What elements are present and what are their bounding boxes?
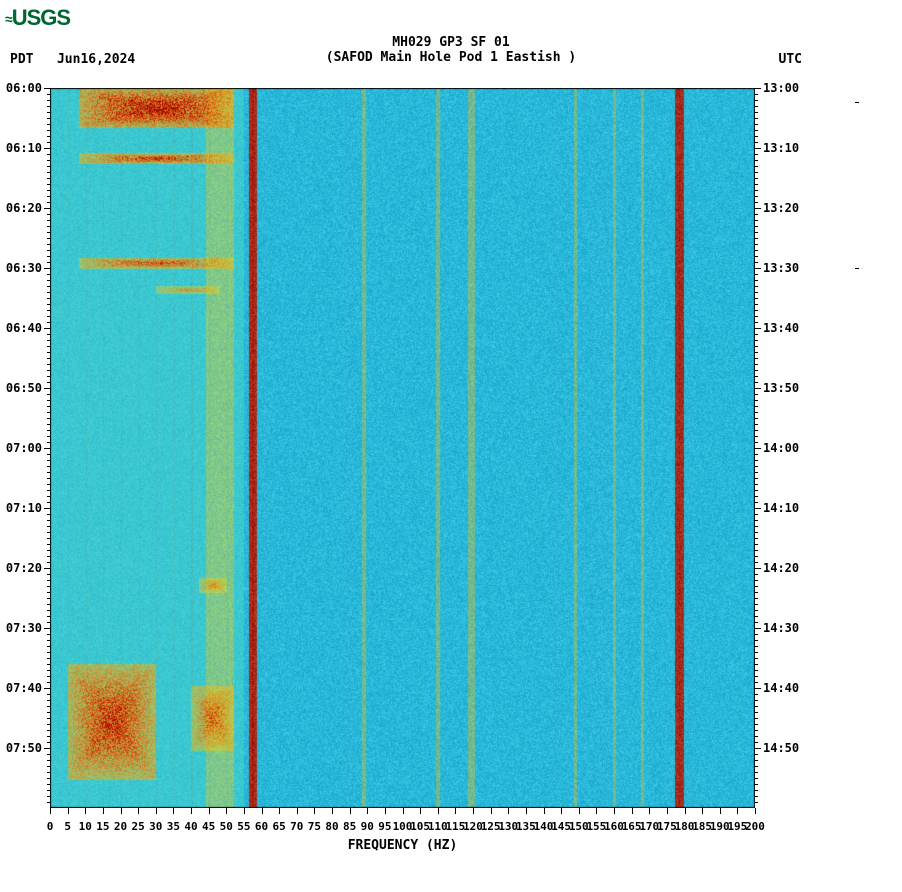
y-right-tick-label: 14:30 — [763, 621, 799, 635]
date-label: Jun16,2024 — [57, 52, 135, 67]
y-left-tick-label: 07:50 — [6, 741, 42, 755]
chart-subtitle: (SAFOD Main Hole Pod 1 Eastish ) — [0, 50, 902, 65]
y-left-tick-label: 06:40 — [6, 321, 42, 335]
x-tick-label: 50 — [220, 820, 233, 833]
y-right-tick-label: 13:30 — [763, 261, 799, 275]
y-left-tick-label: 07:30 — [6, 621, 42, 635]
y-left-tick-label: 07:10 — [6, 501, 42, 515]
y-right-tick-label: 14:20 — [763, 561, 799, 575]
chart-header: MH029 GP3 SF 01 (SAFOD Main Hole Pod 1 E… — [0, 35, 902, 65]
y-axis-right: 13:0013:1013:2013:3013:4013:5014:0014:10… — [755, 88, 815, 808]
y-right-tick-label: 13:40 — [763, 321, 799, 335]
x-tick-label: 75 — [308, 820, 321, 833]
y-left-tick-label: 07:40 — [6, 681, 42, 695]
x-tick-label: 25 — [132, 820, 145, 833]
chart-title: MH029 GP3 SF 01 — [0, 35, 902, 50]
spectrogram-plot — [50, 88, 755, 808]
x-tick-label: 15 — [96, 820, 109, 833]
timezone-right: UTC — [779, 52, 802, 67]
x-tick-label: 90 — [361, 820, 374, 833]
y-left-tick-label: 06:50 — [6, 381, 42, 395]
x-tick-label: 200 — [745, 820, 765, 833]
y-right-tick-label: 13:00 — [763, 81, 799, 95]
y-right-tick-label: 14:10 — [763, 501, 799, 515]
x-tick-label: 5 — [64, 820, 71, 833]
x-tick-label: 0 — [47, 820, 54, 833]
x-tick-label: 45 — [202, 820, 215, 833]
usgs-logo: ≈USGS — [5, 5, 70, 31]
y-left-tick-label: 06:10 — [6, 141, 42, 155]
side-scale-marks — [855, 88, 875, 808]
timezone-left: PDT Jun16,2024 — [10, 52, 135, 67]
x-tick-label: 40 — [184, 820, 197, 833]
x-axis-label: FREQUENCY (HZ) — [50, 838, 755, 853]
x-tick-label: 55 — [237, 820, 250, 833]
y-left-tick-label: 07:00 — [6, 441, 42, 455]
y-axis-left: 06:0006:1006:2006:3006:4006:5007:0007:10… — [0, 88, 50, 808]
y-right-tick-label: 14:50 — [763, 741, 799, 755]
spectrogram-canvas — [50, 88, 755, 808]
y-left-tick-label: 07:20 — [6, 561, 42, 575]
y-left-tick-label: 06:00 — [6, 81, 42, 95]
x-tick-label: 20 — [114, 820, 127, 833]
x-tick-label: 95 — [378, 820, 391, 833]
y-right-tick-label: 13:20 — [763, 201, 799, 215]
y-right-tick-label: 13:50 — [763, 381, 799, 395]
x-axis: 0510152025303540455055606570758085909510… — [50, 808, 755, 838]
y-left-tick-label: 06:30 — [6, 261, 42, 275]
y-left-tick-label: 06:20 — [6, 201, 42, 215]
y-right-tick-label: 14:40 — [763, 681, 799, 695]
x-tick-label: 35 — [167, 820, 180, 833]
tz-left-label: PDT — [10, 52, 33, 67]
y-right-tick-label: 13:10 — [763, 141, 799, 155]
x-tick-label: 65 — [273, 820, 286, 833]
y-right-tick-label: 14:00 — [763, 441, 799, 455]
x-tick-label: 70 — [290, 820, 303, 833]
x-tick-label: 80 — [325, 820, 338, 833]
x-tick-label: 30 — [149, 820, 162, 833]
x-tick-label: 10 — [79, 820, 92, 833]
x-tick-label: 85 — [343, 820, 356, 833]
x-tick-label: 60 — [255, 820, 268, 833]
